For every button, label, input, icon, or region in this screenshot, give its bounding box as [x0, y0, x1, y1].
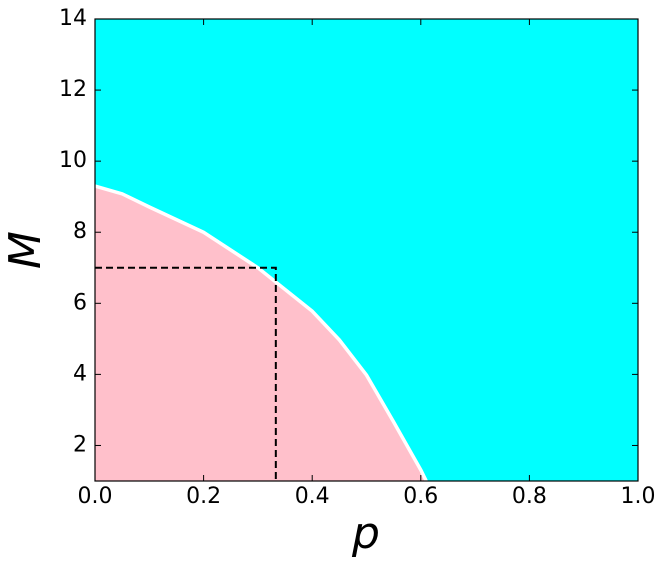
x-tick-label: 0.0: [78, 484, 113, 509]
y-tick-label: 8: [73, 219, 87, 244]
x-tick-label: 0.8: [512, 484, 547, 509]
x-tick-label: 0.6: [403, 484, 438, 509]
x-tick-label: 0.2: [186, 484, 221, 509]
y-tick-label: 2: [73, 432, 87, 457]
y-tick-label: 4: [73, 361, 87, 386]
x-axis-title: p: [351, 508, 380, 559]
y-tick-label: 6: [73, 290, 87, 315]
y-axis-title: M: [0, 231, 51, 269]
reference-lines: [95, 266, 277, 481]
boundary-line: [94, 184, 428, 482]
y-tick-label: 14: [59, 6, 87, 31]
x-tick-label: 0.4: [295, 484, 330, 509]
y-tick-label: 10: [59, 148, 87, 173]
y-tick-label: 12: [59, 77, 87, 102]
plot-frame: [94, 18, 639, 482]
x-tick-label: 1.0: [621, 484, 656, 509]
lower-region: [95, 186, 427, 481]
